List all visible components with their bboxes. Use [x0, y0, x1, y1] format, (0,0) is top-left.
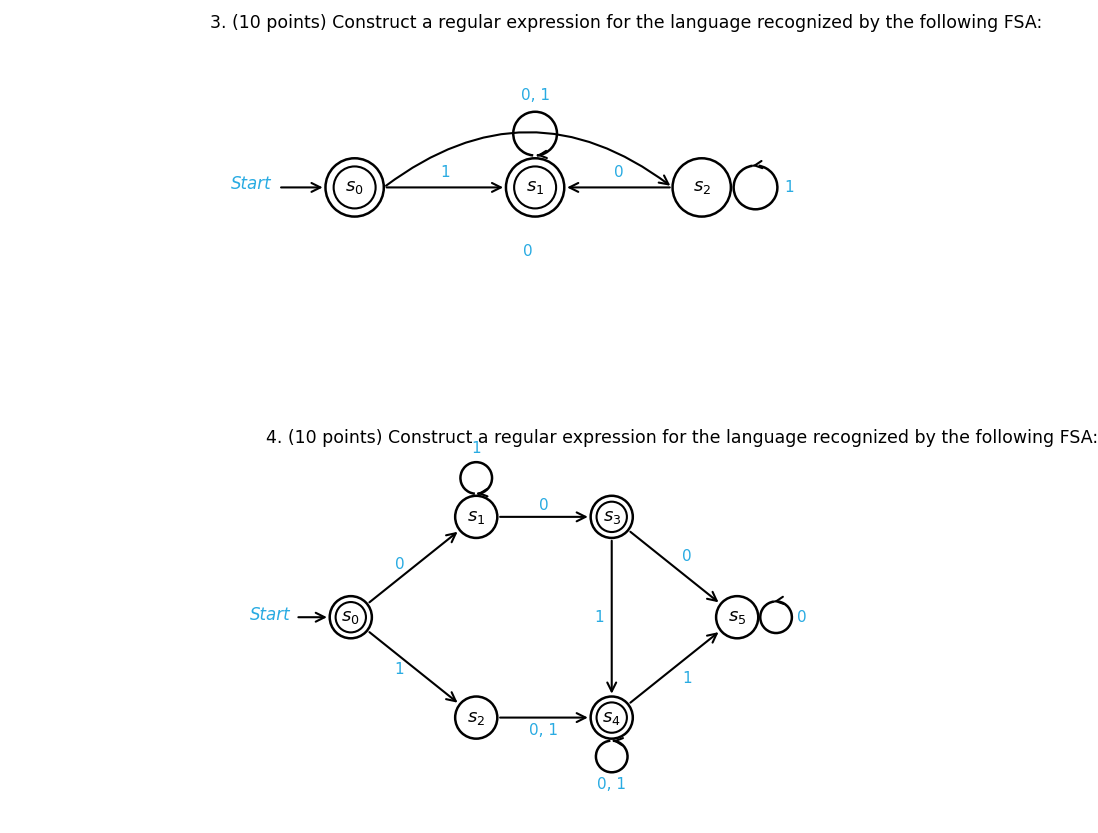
Text: Start: Start [231, 175, 271, 193]
Circle shape [716, 596, 759, 638]
Text: 0, 1: 0, 1 [529, 723, 559, 738]
Circle shape [325, 158, 384, 217]
Text: 0: 0 [524, 244, 533, 259]
Text: $s_{1}$: $s_{1}$ [467, 508, 485, 526]
Text: $s_{3}$: $s_{3}$ [603, 508, 620, 526]
Text: 4. (10 points) Construct a regular expression for the language recognized by the: 4. (10 points) Construct a regular expre… [267, 429, 1098, 447]
Text: $s_{2}$: $s_{2}$ [467, 709, 485, 726]
Text: $s_{0}$: $s_{0}$ [341, 608, 360, 626]
Text: $s_{5}$: $s_{5}$ [728, 608, 747, 626]
Text: 1: 1 [594, 610, 604, 625]
Text: Start: Start [250, 606, 291, 624]
Circle shape [329, 596, 372, 638]
Text: 1: 1 [682, 671, 692, 686]
Text: 1: 1 [471, 441, 481, 456]
Circle shape [591, 496, 632, 538]
Text: 3. (10 points) Construct a regular expression for the language recognized by the: 3. (10 points) Construct a regular expre… [210, 14, 1042, 32]
Text: 0: 0 [797, 610, 807, 625]
FancyArrowPatch shape [386, 132, 669, 186]
Text: 1: 1 [440, 165, 450, 180]
Text: 1: 1 [394, 662, 404, 677]
Circle shape [591, 696, 632, 739]
Text: 0: 0 [682, 548, 692, 563]
Text: 0, 1: 0, 1 [520, 88, 550, 103]
Text: 0: 0 [394, 557, 404, 572]
Text: $s_{1}$: $s_{1}$ [526, 178, 545, 197]
Circle shape [456, 496, 497, 538]
Text: 0, 1: 0, 1 [597, 777, 626, 792]
Text: $s_{2}$: $s_{2}$ [693, 178, 710, 197]
Text: $s_{0}$: $s_{0}$ [346, 178, 363, 197]
Circle shape [673, 158, 731, 217]
Circle shape [506, 158, 564, 217]
Text: $s_{4}$: $s_{4}$ [603, 709, 621, 726]
Text: 0: 0 [614, 165, 624, 180]
Circle shape [456, 696, 497, 739]
Text: 0: 0 [539, 498, 549, 513]
Text: 1: 1 [784, 180, 794, 195]
